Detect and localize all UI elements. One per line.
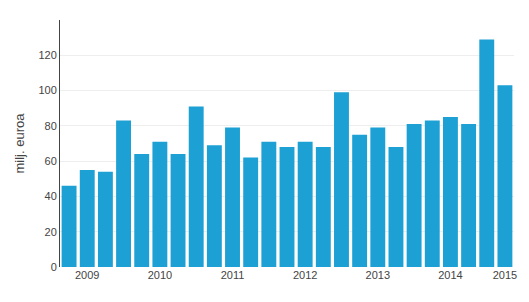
svg-text:20: 20 <box>45 226 57 238</box>
svg-text:2012: 2012 <box>293 269 317 281</box>
svg-text:100: 100 <box>38 84 56 96</box>
svg-text:milj. euroa: milj. euroa <box>12 113 27 174</box>
svg-text:2009: 2009 <box>75 269 99 281</box>
svg-text:2015: 2015 <box>493 269 517 281</box>
svg-text:2010: 2010 <box>148 269 172 281</box>
svg-text:2011: 2011 <box>221 269 245 281</box>
svg-text:0: 0 <box>51 261 57 273</box>
svg-text:40: 40 <box>45 190 57 202</box>
svg-text:80: 80 <box>45 120 57 132</box>
svg-text:60: 60 <box>45 155 57 167</box>
svg-text:2014: 2014 <box>438 269 462 281</box>
svg-text:2013: 2013 <box>366 269 390 281</box>
svg-text:120: 120 <box>38 49 56 61</box>
